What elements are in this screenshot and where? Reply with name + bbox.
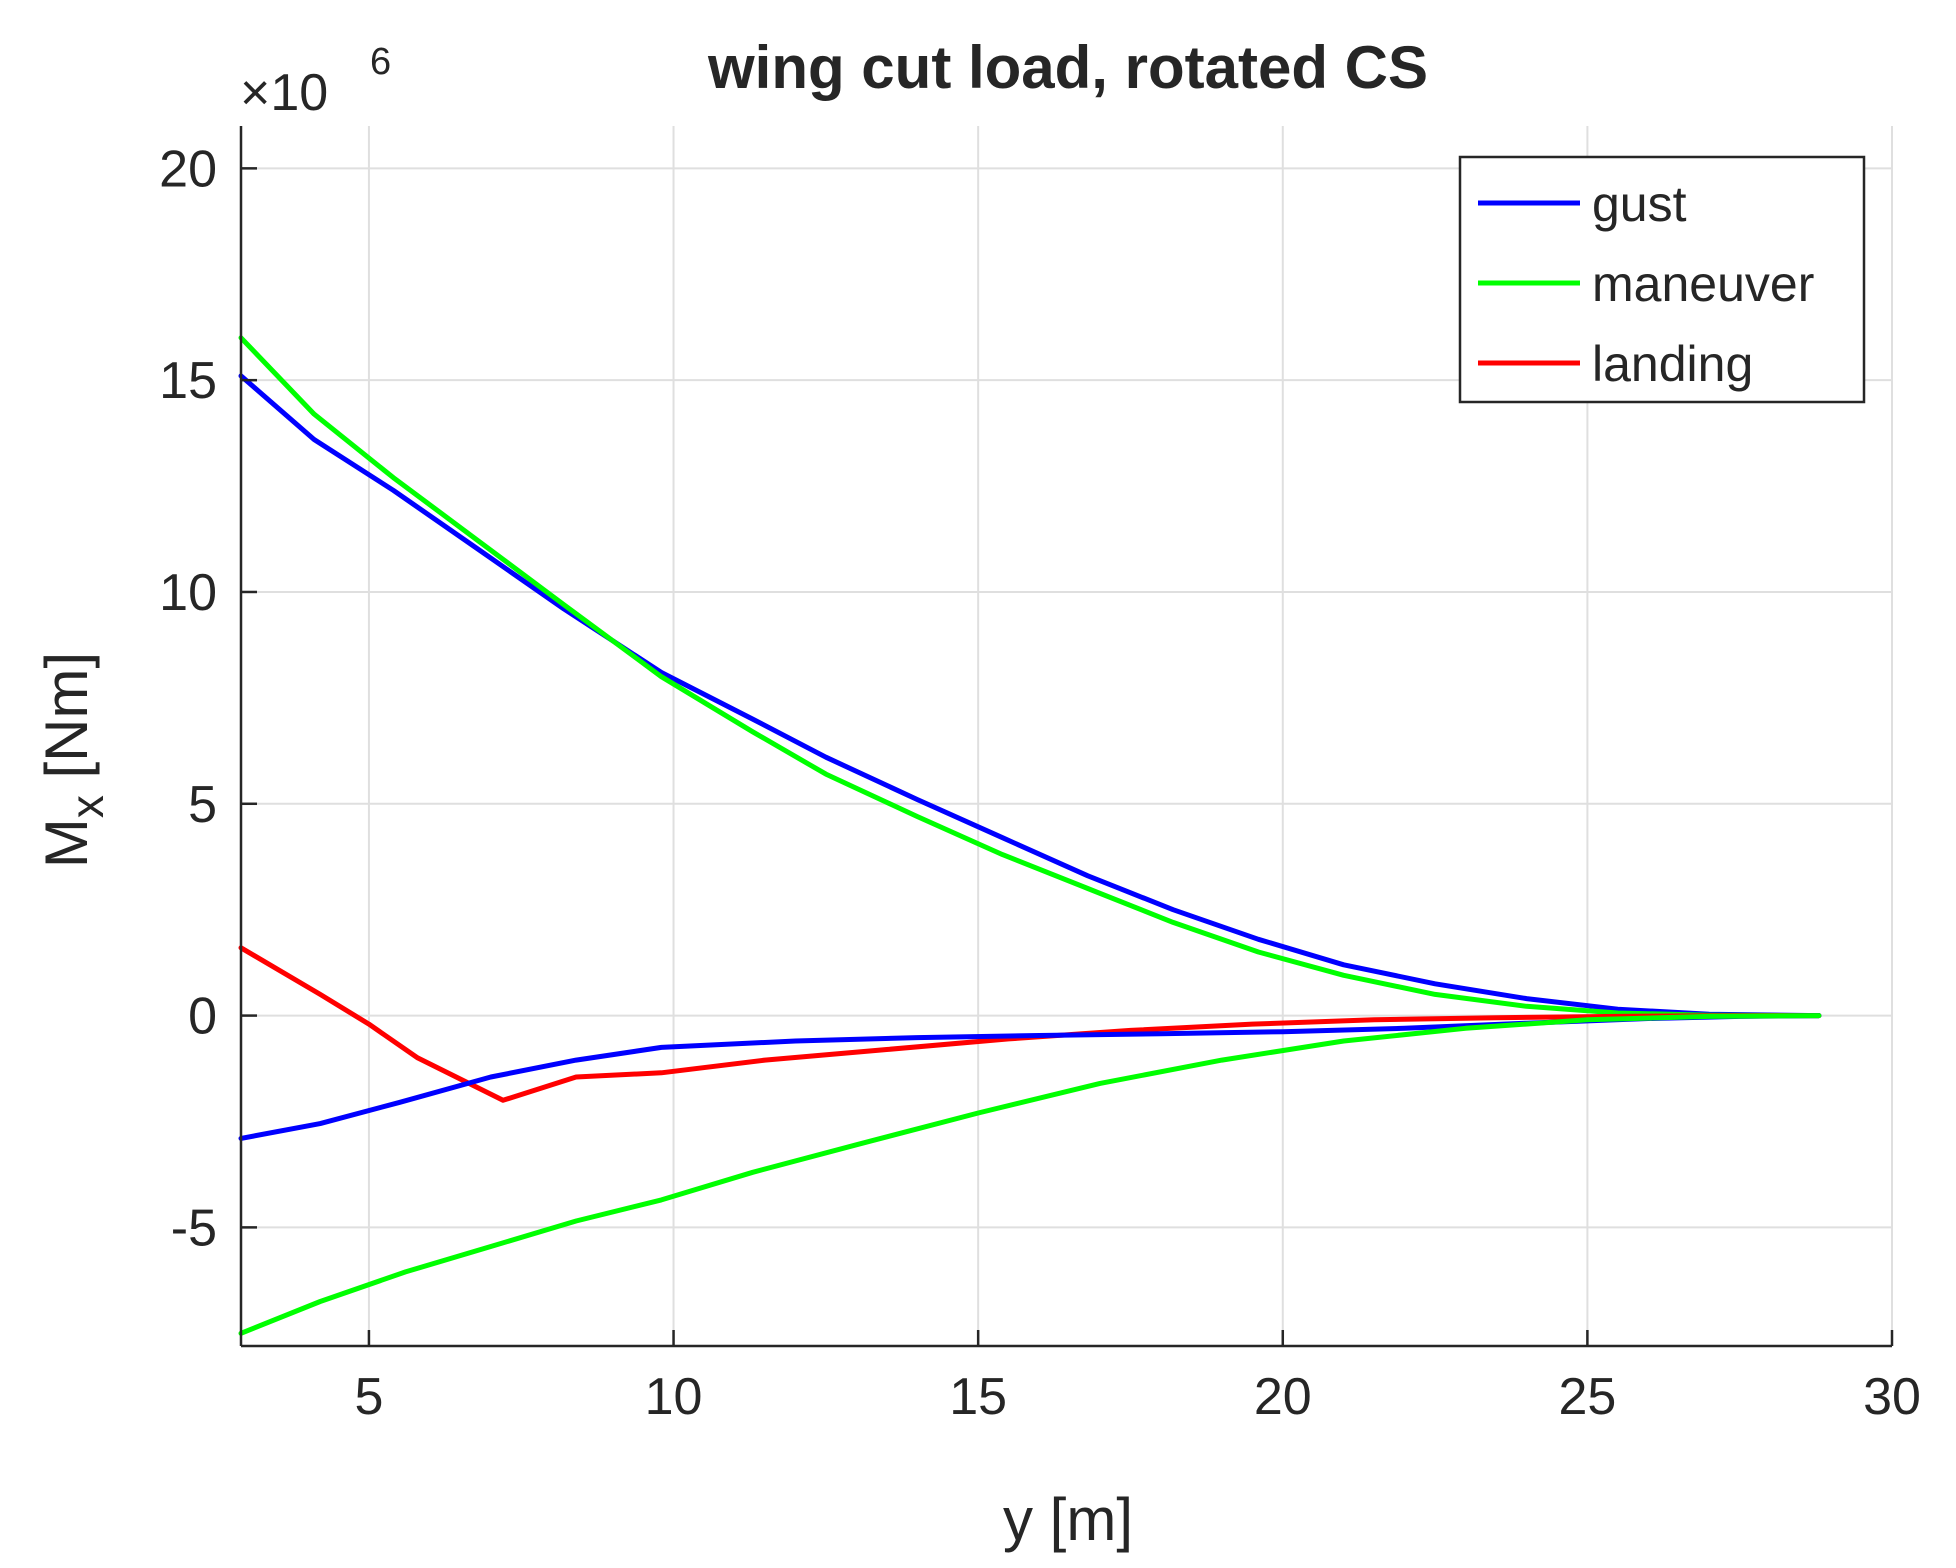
svg-text:Mx [Nm]: Mx [Nm]: [33, 652, 113, 868]
y-axis-label-main: M: [33, 818, 100, 868]
chart-title: wing cut load, rotated CS: [707, 34, 1428, 101]
legend-label-maneuver: maneuver: [1592, 256, 1814, 312]
x-tick-label: 10: [645, 1368, 703, 1426]
axes-layer: [239, 126, 1892, 1348]
ticks-layer: 5 10 15 20 25 30 -5 0 5 10 15 20: [159, 140, 1921, 1426]
y-multiplier: ×10 6: [240, 41, 391, 122]
series-layer: [238, 335, 1822, 1336]
y-multiplier-base: ×10: [240, 64, 328, 122]
y-axis-label-sub: x: [61, 795, 113, 818]
y-tick-label: 20: [159, 140, 217, 198]
y-multiplier-exponent: 6: [370, 41, 391, 83]
y-tick-label: 15: [159, 352, 217, 410]
legend: gust maneuver landing: [1458, 155, 1866, 404]
legend-label-landing: landing: [1592, 336, 1753, 392]
y-tick-label: -5: [171, 1199, 217, 1257]
y-tick-label: 0: [188, 988, 217, 1046]
x-tick-label: 30: [1863, 1368, 1921, 1426]
y-tick-label: 10: [159, 564, 217, 622]
series-line-maneuver-lower-envelope: [238, 1013, 1822, 1336]
y-axis-label-unit: [Nm]: [33, 652, 100, 795]
x-tick-label: 5: [354, 1368, 383, 1426]
y-tick-label: 5: [188, 776, 217, 834]
legend-label-gust: gust: [1592, 176, 1687, 232]
x-tick-label: 20: [1254, 1368, 1312, 1426]
x-axis-label: y [m]: [1003, 1486, 1133, 1553]
x-tick-label: 15: [949, 1368, 1007, 1426]
series-line-landing: [238, 945, 1822, 1103]
x-tick-label: 25: [1558, 1368, 1616, 1426]
y-axis-label: Mx [Nm]: [33, 652, 113, 868]
series-line-maneuver: [238, 335, 1822, 1019]
series-line-gust: [238, 373, 1822, 1019]
